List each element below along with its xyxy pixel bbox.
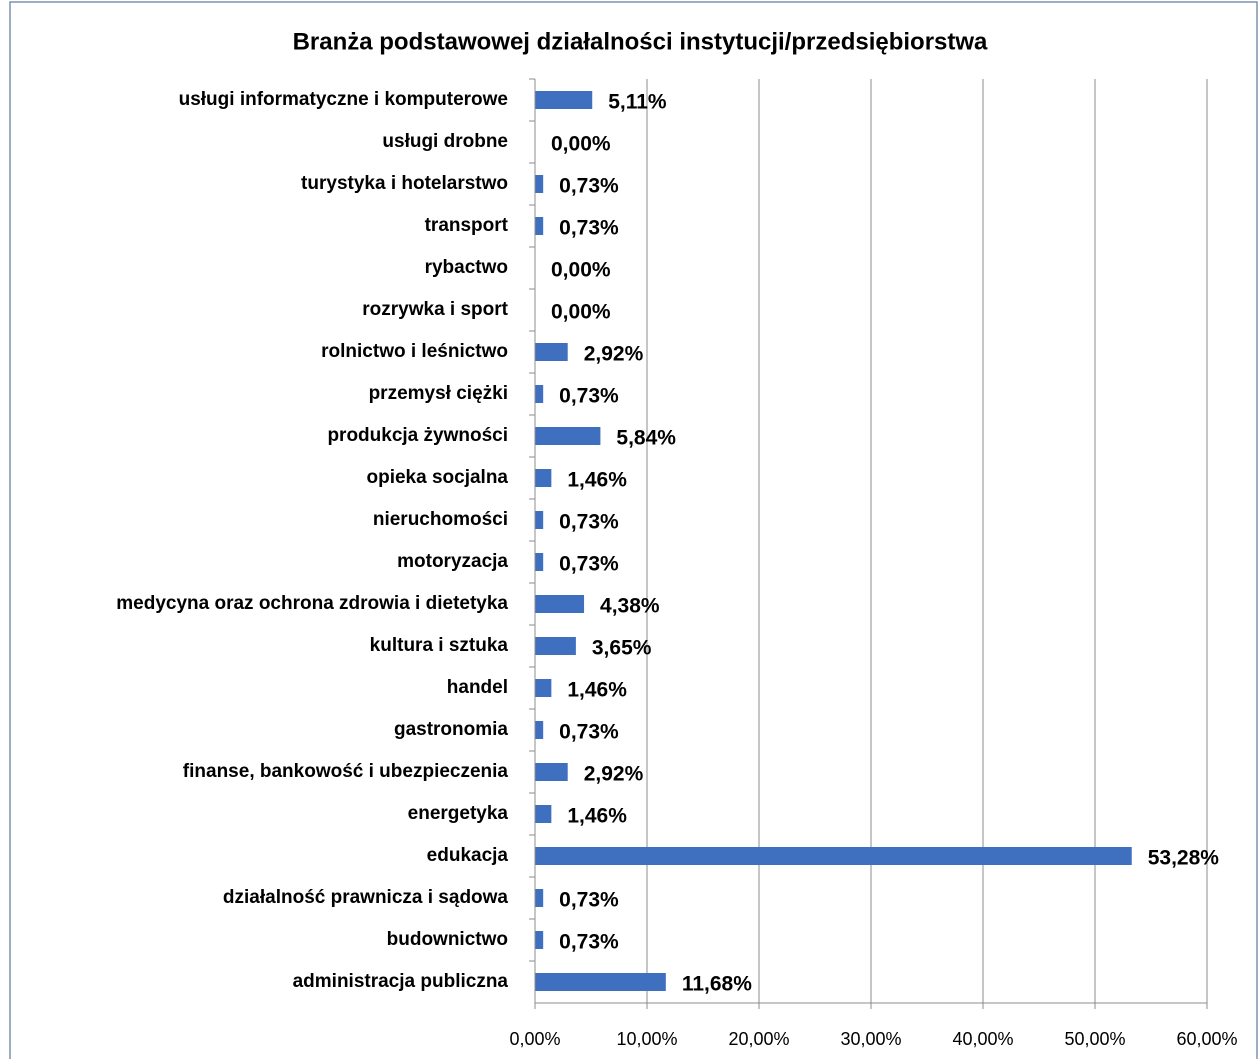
y-tick-label: produkcja żywności xyxy=(327,425,508,446)
chart-border xyxy=(9,1,1258,1059)
x-tick-label: 30,00% xyxy=(840,1029,901,1049)
x-tick-label: 60,00% xyxy=(1176,1029,1237,1049)
bar xyxy=(535,91,593,109)
value-label: 11,68% xyxy=(682,973,752,996)
bar xyxy=(535,721,544,739)
bar xyxy=(535,637,576,655)
y-tick-label: finanse, bankowość i ubezpieczenia xyxy=(183,761,509,782)
y-tick-label: usługi informatyczne i komputerowe xyxy=(179,89,508,110)
bar xyxy=(535,763,568,781)
y-tick-label: usługi drobne xyxy=(382,131,508,152)
value-label: 1,46% xyxy=(567,469,627,492)
value-label: 53,28% xyxy=(1148,847,1220,870)
value-label: 5,84% xyxy=(616,427,676,450)
bar xyxy=(535,511,544,529)
y-tick-label: rozrywka i sport xyxy=(362,299,508,320)
value-label: 0,73% xyxy=(559,721,619,744)
value-label: 0,73% xyxy=(559,175,619,198)
bar xyxy=(535,847,1132,865)
x-tick-label: 40,00% xyxy=(952,1029,1013,1049)
y-tick-label: handel xyxy=(447,677,508,698)
bar xyxy=(535,175,544,193)
y-tick-label: nieruchomości xyxy=(373,509,508,530)
y-tick-label: edukacja xyxy=(427,845,509,866)
bar xyxy=(535,469,552,487)
x-tick-label: 20,00% xyxy=(728,1029,789,1049)
y-tick-label: rybactwo xyxy=(425,257,508,278)
y-tick-label: opieka socjalna xyxy=(366,467,508,488)
bar xyxy=(535,805,552,823)
value-label: 2,92% xyxy=(584,343,644,366)
bar xyxy=(535,343,568,361)
y-tick-label: transport xyxy=(425,215,509,236)
value-label: 0,73% xyxy=(559,511,619,534)
value-label: 1,46% xyxy=(567,805,627,828)
bar xyxy=(535,595,585,613)
chart-title: Branża podstawowej działalności instytuc… xyxy=(293,28,988,55)
value-label: 4,38% xyxy=(600,595,660,618)
y-tick-label: rolnictwo i leśnictwo xyxy=(321,341,508,362)
value-label: 5,11% xyxy=(608,91,667,114)
bar xyxy=(535,973,666,991)
bar xyxy=(535,217,544,235)
x-tick-label: 10,00% xyxy=(616,1029,677,1049)
value-label: 0,73% xyxy=(559,889,619,912)
bar xyxy=(535,385,544,403)
y-tick-label: przemysł ciężki xyxy=(369,383,508,404)
bar xyxy=(535,679,552,697)
value-label: 2,92% xyxy=(584,763,644,786)
value-label: 1,46% xyxy=(567,679,627,702)
value-label: 0,00% xyxy=(551,259,611,282)
bar xyxy=(535,427,601,445)
bar xyxy=(535,931,544,949)
value-label: 0,00% xyxy=(551,133,611,156)
y-tick-label: kultura i sztuka xyxy=(370,635,509,656)
value-label: 0,73% xyxy=(559,217,619,240)
y-tick-label: budownictwo xyxy=(387,929,508,950)
y-tick-label: turystyka i hotelarstwo xyxy=(301,173,508,194)
x-tick-label: 0,00% xyxy=(509,1029,560,1049)
y-tick-label: motoryzacja xyxy=(397,551,508,572)
y-tick-label: działalność prawnicza i sądowa xyxy=(223,887,509,908)
x-tick-label: 50,00% xyxy=(1064,1029,1125,1049)
value-label: 0,73% xyxy=(559,385,619,408)
value-label: 0,73% xyxy=(559,931,619,954)
y-tick-label: energetyka xyxy=(408,803,509,824)
y-tick-label: medycyna oraz ochrona zdrowia i dietetyk… xyxy=(116,593,508,614)
y-tick-label: gastronomia xyxy=(394,719,508,740)
value-label: 0,73% xyxy=(559,553,619,576)
bar xyxy=(535,553,544,571)
value-label: 0,00% xyxy=(551,301,611,324)
value-label: 3,65% xyxy=(592,637,652,660)
y-tick-label: administracja publiczna xyxy=(293,971,509,992)
bar xyxy=(535,889,544,907)
